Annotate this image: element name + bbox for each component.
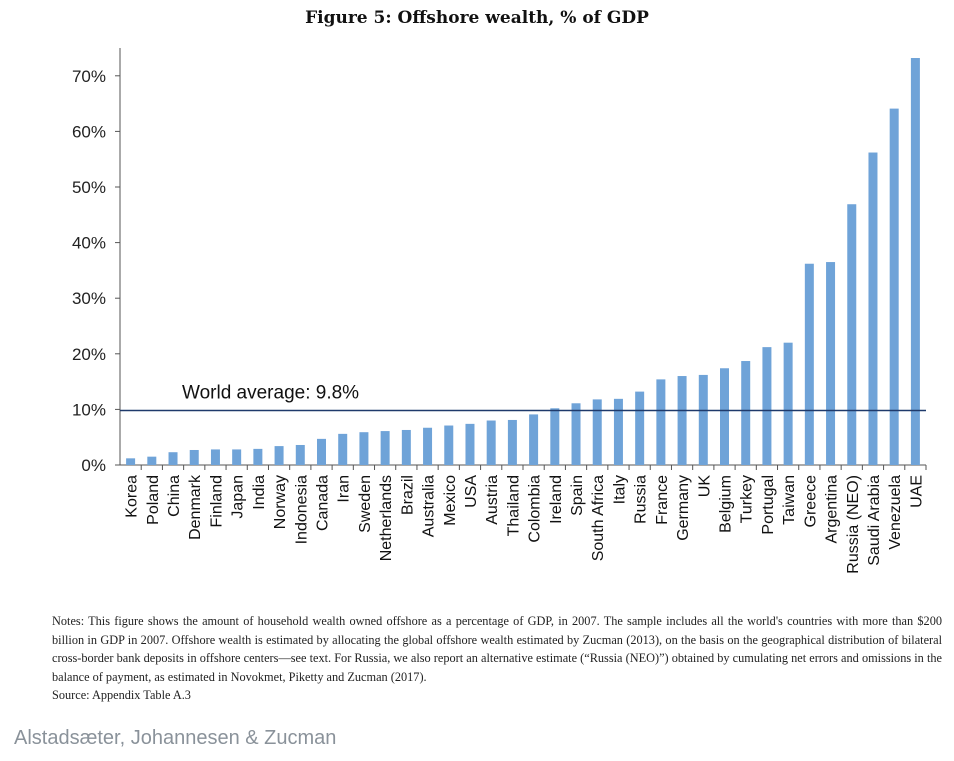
x-tick-label: South Africa [590, 475, 607, 561]
bar [698, 374, 708, 465]
x-tick-label: Denmark [187, 474, 204, 540]
bar [635, 391, 645, 465]
bar [868, 152, 878, 465]
bar [232, 449, 242, 465]
x-tick-label: Iran [336, 475, 353, 503]
notes-source: Source: Appendix Table A.3 [52, 688, 191, 703]
x-tick-label: USA [463, 475, 480, 508]
bar [889, 108, 899, 465]
x-tick-label: Netherlands [378, 475, 395, 561]
bar [359, 432, 369, 465]
x-tick-label: Indonesia [293, 475, 310, 544]
bar [147, 456, 157, 465]
bar [677, 376, 687, 465]
x-tick-label: India [251, 475, 268, 510]
bar [253, 448, 263, 465]
x-tick-label: Turkey [739, 475, 756, 523]
bar [189, 449, 199, 465]
x-tick-label: Thailand [505, 475, 522, 536]
y-tick-label: 50% [72, 178, 106, 197]
bar [656, 379, 666, 465]
x-tick-label: France [654, 475, 671, 525]
x-tick-label: Korea [124, 475, 141, 518]
figure-notes: Notes: This figure shows the amount of h… [52, 612, 942, 705]
bar [910, 58, 920, 466]
bar [210, 449, 220, 465]
x-tick-label: UAE [908, 475, 925, 508]
y-tick-label: 30% [72, 289, 106, 308]
bar [126, 458, 136, 465]
bar [168, 452, 178, 465]
bar [380, 431, 390, 465]
author-credit: Alstadsæter, Johannesen & Zucman [14, 727, 337, 749]
x-tick-label: Finland [208, 475, 225, 527]
x-tick-label: Greece [802, 475, 819, 528]
bar [826, 262, 836, 465]
world-average-line-group: World average: 9.8% [120, 383, 926, 412]
x-tick-label: Norway [272, 475, 289, 529]
y-tick-label: 10% [72, 400, 106, 419]
bar [847, 204, 857, 465]
y-tick-label: 0% [81, 456, 106, 475]
x-tick-label: Austria [484, 475, 501, 525]
bar [465, 423, 475, 465]
x-tick-label: Sweden [357, 475, 374, 533]
x-tick-label: China [166, 475, 183, 517]
bar [550, 408, 560, 465]
x-tick-label: Belgium [718, 475, 735, 533]
bar-series [126, 58, 920, 466]
x-tick-label: Colombia [527, 475, 544, 543]
bar-chart: World average: 9.8% 0% 10% 20% 30% 40% 50% 60%… [72, 48, 927, 574]
x-tick-label: Poland [145, 475, 162, 525]
bar [317, 438, 326, 465]
x-tick-label: Russia [633, 475, 650, 524]
x-tick-label: Mexico [442, 475, 459, 526]
y-tick-label: 60% [72, 122, 106, 141]
x-tick-label: Saudi Arabia [866, 475, 883, 566]
x-tick-labels: Korea Poland China Denmark Finland Japan India… [124, 474, 926, 574]
x-tick-label: Australia [421, 475, 438, 537]
x-tick-label: UK [696, 475, 713, 498]
x-tick-label: Portugal [760, 475, 777, 535]
bar [423, 427, 433, 465]
y-tick-label: 70% [72, 67, 106, 86]
x-tick-label: Canada [315, 475, 332, 531]
bar [295, 444, 305, 465]
bar [444, 425, 454, 465]
x-tick-label: Argentina [824, 475, 841, 544]
world-average-label: World average: 9.8% [182, 383, 359, 404]
bar [486, 420, 496, 465]
x-tick-label: Japan [230, 475, 247, 519]
bar [571, 403, 581, 465]
x-tick-label: Italy [611, 475, 628, 504]
bar [274, 446, 284, 465]
x-tick-label: Russia (NEO) [845, 475, 862, 574]
x-tick-label: Germany [675, 475, 692, 541]
bar [401, 429, 411, 465]
bar [338, 433, 348, 465]
y-tick-label: 40% [72, 234, 106, 253]
bar [741, 361, 751, 465]
x-tick-label: Venezuela [887, 475, 904, 550]
bar [783, 342, 793, 465]
bar [720, 368, 729, 465]
x-tick-label: Taiwan [781, 475, 798, 525]
bar [592, 399, 602, 465]
x-tick-label: Ireland [548, 475, 565, 524]
y-tick-label: 20% [72, 345, 106, 364]
bar [507, 419, 517, 465]
x-tick-label: Brazil [399, 475, 416, 515]
x-tick-label: Spain [569, 475, 586, 516]
chart-axes [115, 48, 927, 470]
y-tick-labels: 0% 10% 20% 30% 40% 50% 60% 70% [72, 67, 106, 475]
chart-title: Figure 5: Offshore wealth, % of GDP [305, 8, 649, 28]
bar [613, 398, 623, 465]
bar [762, 347, 772, 465]
bar [529, 414, 539, 465]
notes-text: Notes: This figure shows the amount of h… [52, 614, 942, 684]
bar [804, 263, 814, 465]
